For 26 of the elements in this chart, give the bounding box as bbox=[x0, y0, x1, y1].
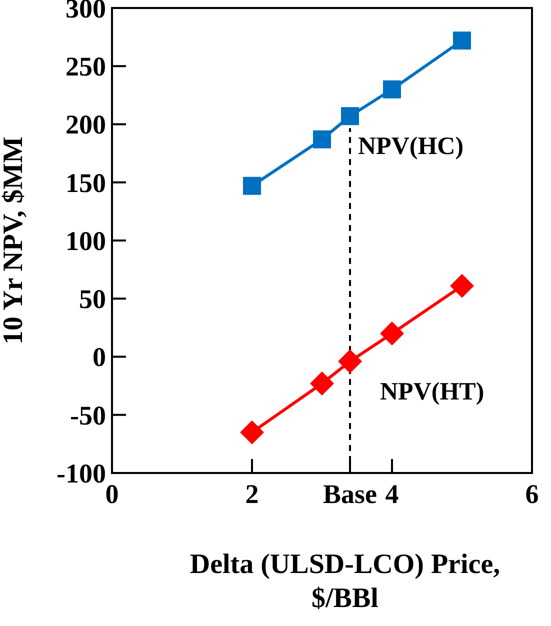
point bbox=[240, 420, 264, 444]
x-tick-label: 6 bbox=[525, 479, 539, 509]
point bbox=[341, 107, 359, 126]
point bbox=[310, 371, 334, 396]
y-tick-label: 200 bbox=[66, 110, 106, 140]
point bbox=[453, 32, 471, 50]
series-label: NPV(HC) bbox=[358, 133, 464, 160]
point bbox=[450, 274, 474, 298]
point bbox=[243, 176, 261, 195]
x-tick-label: 2 bbox=[245, 479, 259, 509]
y-tick-label: -100 bbox=[56, 458, 106, 488]
y-tick-label: -50 bbox=[70, 400, 106, 430]
y-axis-title: 10 Yr NPV, $MM bbox=[0, 136, 29, 344]
y-tick-label: 100 bbox=[66, 226, 106, 256]
series-label: NPV(HT) bbox=[380, 378, 484, 406]
point bbox=[338, 349, 362, 374]
point bbox=[313, 130, 331, 148]
y-tick-label: 150 bbox=[66, 168, 106, 198]
point bbox=[383, 80, 401, 98]
point bbox=[380, 322, 404, 346]
y-tick-label: 50 bbox=[79, 284, 106, 314]
x-axis-title: Delta (ULSD-LCO) Price, $/BBl bbox=[190, 549, 500, 614]
x-tick-label: Base bbox=[323, 479, 378, 509]
y-tick-label: 0 bbox=[92, 342, 106, 372]
y-tick-label: 250 bbox=[66, 52, 106, 82]
x-tick-label: 4 bbox=[385, 479, 399, 509]
